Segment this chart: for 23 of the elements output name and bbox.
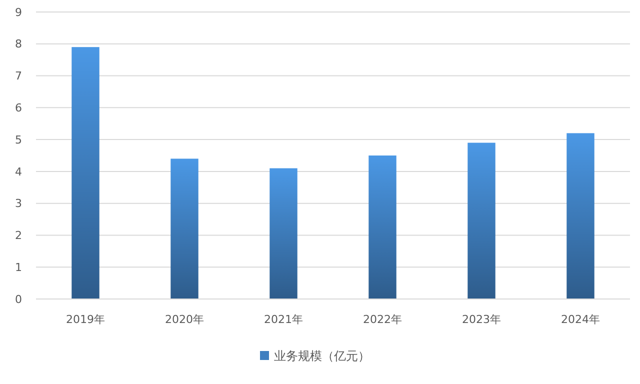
x-tick-label: 2023年: [462, 313, 501, 326]
x-tick-label: 2020年: [165, 313, 204, 326]
y-tick-label: 7: [15, 70, 22, 83]
y-tick-label: 2: [15, 229, 22, 242]
y-tick-label: 3: [15, 197, 22, 210]
bar: [270, 168, 298, 299]
y-tick-label: 0: [15, 292, 22, 306]
y-tick-label: 9: [15, 6, 22, 19]
bar: [72, 47, 100, 299]
bar: [566, 133, 594, 299]
y-tick-label: 5: [15, 133, 22, 146]
x-tick-label: 2024年: [561, 313, 600, 326]
bar: [170, 158, 198, 299]
bar: [368, 156, 396, 299]
bar: [468, 142, 496, 299]
y-tick-label: 4: [15, 165, 22, 178]
y-tick-label: 1: [15, 260, 22, 274]
x-tick-label: 2022年: [363, 313, 402, 326]
legend-label: 业务规模（亿元）: [274, 349, 370, 364]
x-tick-label: 2019年: [66, 313, 105, 326]
y-tick-label: 6: [15, 102, 22, 115]
y-tick-label: 8: [15, 38, 22, 51]
x-tick-label: 2021年: [264, 313, 303, 326]
